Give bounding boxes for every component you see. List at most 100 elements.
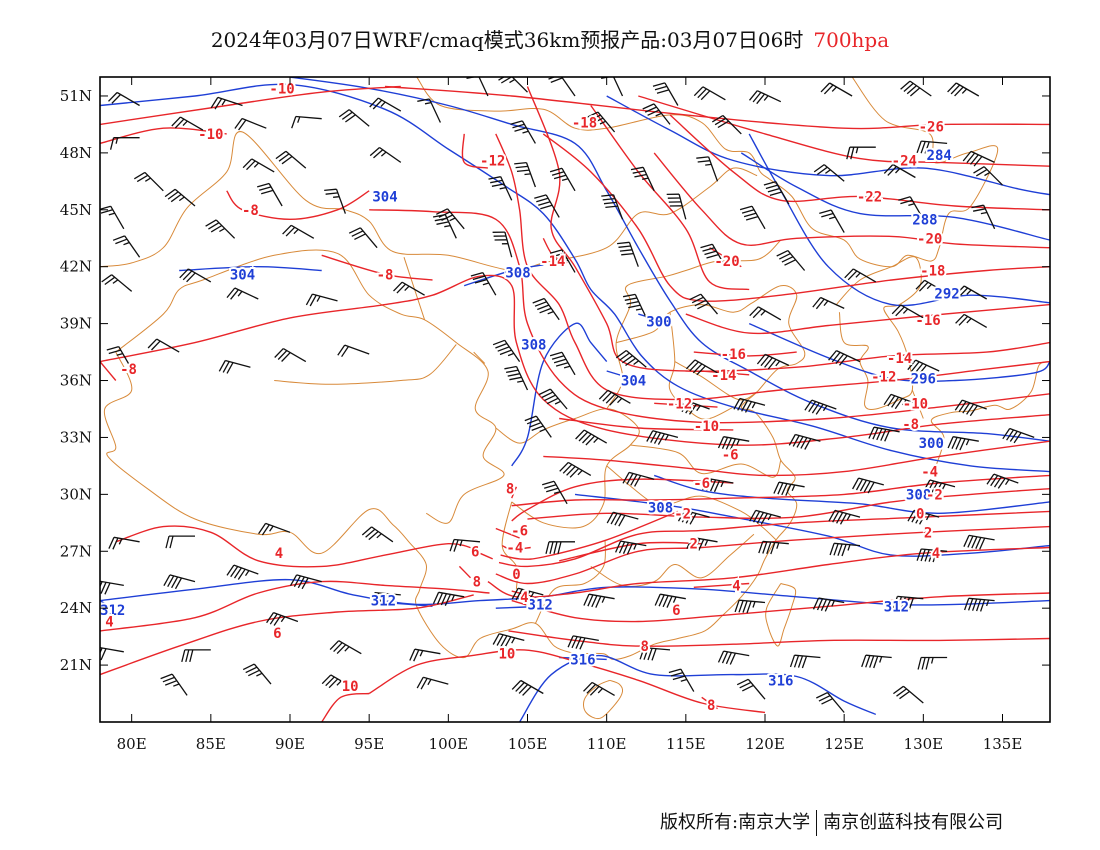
wind-barb: [717, 650, 750, 665]
temperature-contour-line: [100, 85, 401, 126]
temperature-contour-layer: [100, 85, 1050, 722]
temperature-contour-line: [638, 95, 1050, 167]
wind-barb: [954, 399, 987, 417]
wind-barb: [652, 82, 679, 106]
wind-barb: [369, 146, 402, 163]
temperature-contour-line: [693, 582, 750, 588]
temperature-contour-line: [321, 692, 370, 722]
wind-barb: [226, 287, 259, 300]
wind-barb: [274, 348, 307, 363]
wind-barb: [812, 597, 845, 612]
height-contour-line: [740, 152, 1050, 241]
temperature-contour-label: 8: [640, 639, 648, 655]
lon-tick-label: 120E: [745, 735, 785, 753]
border-line: [103, 351, 576, 659]
wind-barb: [510, 120, 536, 144]
wind-barb: [813, 164, 845, 182]
wind-barb: [338, 109, 370, 127]
wind-barb: [361, 526, 394, 543]
temperature-contour-line: [511, 590, 534, 598]
lon-tick-label: 110E: [587, 735, 627, 753]
wind-barb: [852, 477, 884, 494]
wind-barb: [828, 350, 861, 366]
temperature-contour-label: 6: [672, 603, 680, 619]
lon-tick-label: 115E: [666, 735, 706, 753]
wind-barb: [668, 668, 695, 692]
temperature-contour-label: 2: [924, 525, 932, 541]
wind-barb: [337, 344, 370, 358]
border-line: [534, 539, 606, 624]
temperature-contour-label: 10: [342, 679, 359, 695]
wind-barb: [282, 224, 315, 239]
temperature-contour-line: [368, 649, 766, 714]
wind-barb: [700, 243, 726, 268]
wind-barb: [369, 97, 402, 112]
temperature-contour-label: -20: [714, 254, 739, 270]
wind-barb: [907, 359, 940, 376]
wind-barb: [916, 548, 948, 563]
wind-barb: [348, 227, 378, 249]
height-contour-label: 304: [230, 267, 255, 283]
wind-barb: [409, 648, 441, 662]
temperature-contour-line: [701, 370, 750, 376]
wind-barb: [548, 77, 576, 97]
height-contour-line: [606, 95, 1050, 196]
temperature-contour-label: -8: [902, 417, 919, 433]
wind-barb: [893, 685, 924, 704]
wind-barb: [693, 86, 726, 101]
temperature-contour-label: -26: [919, 119, 944, 135]
temperature-contour-line: [511, 474, 1050, 507]
wind-barb: [258, 522, 291, 536]
wind-barb: [600, 77, 624, 97]
height-contour-line: [495, 605, 544, 609]
wind-barb: [689, 293, 718, 315]
height-contour-label: 288: [912, 212, 937, 228]
temperature-contour-label: -12: [871, 370, 896, 386]
temperature-contour-line: [542, 133, 1050, 302]
temperature-contour-label: -2: [674, 506, 691, 522]
temperature-contour-label: -12: [667, 396, 692, 412]
wind-barb: [549, 249, 576, 273]
wind-barb: [164, 188, 196, 207]
wind-barb: [147, 338, 180, 353]
wind-barb: [100, 205, 125, 230]
wind-barb: [642, 103, 671, 125]
lon-tick-label: 90E: [275, 735, 305, 753]
wind-barb: [226, 564, 259, 580]
border-line: [606, 465, 777, 541]
wind-barb: [789, 654, 821, 669]
wind-barb: [776, 250, 806, 271]
temperature-contour-label: -10: [269, 81, 294, 97]
wind-barb: [816, 692, 845, 713]
wind-barb: [630, 166, 655, 192]
lat-tick-label: 48N: [60, 144, 92, 162]
map-title: 2024年03月07日WRF/cmaq模式36km预报产品:03月07日06时 7…: [0, 24, 1100, 53]
temperature-contour-line: [487, 546, 1050, 599]
temperature-contour-line: [461, 133, 489, 169]
border-line: [579, 284, 806, 660]
wind-barb: [289, 574, 322, 590]
height-contour-label: 308: [505, 265, 530, 281]
border-line: [274, 344, 457, 385]
copyright-separator: [816, 810, 818, 836]
temperature-contour-line: [458, 565, 472, 579]
wind-barb: [963, 597, 995, 612]
wind-barb: [828, 509, 861, 525]
lon-tick-label: 125E: [824, 735, 864, 753]
temperature-contour-label: -16: [721, 347, 746, 363]
wind-barb: [883, 163, 916, 179]
height-contour-label: 308: [521, 337, 546, 353]
lat-tick-label: 33N: [60, 428, 92, 446]
wind-barb: [575, 429, 608, 446]
wind-barb: [100, 580, 124, 595]
wind-barb: [788, 433, 821, 450]
temperature-contour-line: [526, 86, 1050, 372]
height-contour-label: 304: [621, 374, 646, 390]
border-line: [630, 444, 782, 478]
wind-barb: [892, 595, 924, 610]
temperature-contour-line: [100, 127, 227, 145]
lat-tick-label: 39N: [60, 315, 92, 333]
height-contour-label: 308: [648, 501, 673, 517]
lat-tick-label: 51N: [60, 87, 92, 105]
axis-layer: 80E 85E 90E 95E 100E 105E 110E 115E 120E 125E 130E…: [60, 77, 1050, 753]
